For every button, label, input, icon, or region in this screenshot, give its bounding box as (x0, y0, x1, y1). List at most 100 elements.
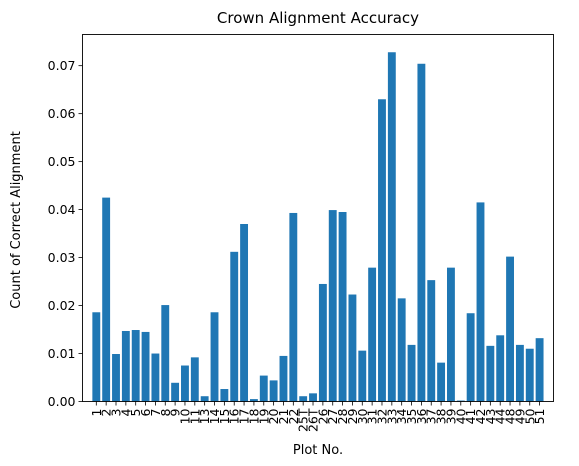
x-tick-label-29: 29 (345, 408, 360, 424)
bar-6 (141, 331, 150, 402)
x-tick-label-51: 51 (532, 409, 547, 425)
bar-48 (506, 256, 514, 402)
bar-20 (269, 380, 278, 402)
x-tick-label-19: 19 (256, 408, 271, 424)
bar-21 (279, 355, 288, 402)
y-axis-label: Count of Correct Alignment (9, 131, 24, 309)
x-tick-label-16: 16 (227, 408, 242, 424)
bar-3 (112, 354, 120, 402)
bar-2 (102, 197, 111, 402)
bar-34 (397, 298, 406, 402)
bar-7 (151, 353, 160, 402)
bar-31 (368, 267, 377, 402)
x-tick-label-26T: 26T (306, 408, 321, 432)
bar-4 (121, 330, 130, 402)
bar-33 (387, 52, 396, 402)
x-tick-label-25T: 25T (296, 408, 311, 432)
x-tick-label-17: 17 (237, 409, 252, 425)
x-tick-label-49: 49 (512, 408, 527, 424)
x-tick-label-6: 6 (138, 408, 153, 416)
plot-frame (82, 34, 554, 402)
x-tick-label-26: 26 (315, 408, 330, 424)
chart-title: Crown Alignment Accuracy (217, 9, 419, 27)
bar-37 (427, 280, 436, 402)
x-tick-label-21: 21 (276, 409, 291, 425)
x-tick-label-48: 48 (503, 408, 518, 424)
x-axis-label: Plot No. (293, 443, 343, 458)
bar-14 (210, 312, 219, 402)
bar-43 (486, 345, 495, 402)
x-tick-label-34: 34 (394, 408, 409, 424)
bar-9 (171, 382, 180, 402)
bar-30 (358, 350, 367, 402)
bar-49 (515, 344, 524, 402)
bar-25T (299, 396, 308, 402)
y-tick-label-0.05: 0.05 (48, 154, 76, 169)
bar-35 (407, 344, 416, 402)
bar-28 (338, 212, 347, 402)
x-tick-label-33: 33 (384, 409, 399, 425)
y-tick-label-0.01: 0.01 (48, 346, 76, 361)
bar-13 (200, 396, 209, 402)
bar-1 (92, 312, 101, 402)
x-tick-label-42: 42 (473, 409, 488, 425)
x-tick-label-39: 39 (443, 408, 458, 424)
bar-51 (535, 338, 544, 402)
x-tick-label-7: 7 (148, 409, 163, 417)
x-tick-label-4: 4 (118, 408, 133, 416)
bar-17 (240, 224, 249, 402)
bar-39 (447, 267, 455, 402)
bar-18 (249, 399, 258, 402)
x-tick-label-11: 11 (187, 409, 202, 425)
x-tick-label-37: 37 (424, 409, 439, 425)
x-tick-label-38: 38 (434, 408, 449, 424)
x-tick-label-27: 27 (325, 409, 340, 425)
x-tick-label-31: 31 (365, 409, 380, 425)
y-tick-label-0.00: 0.00 (48, 394, 76, 409)
bar-19 (259, 375, 268, 402)
y-tick-label-0.06: 0.06 (48, 106, 76, 121)
bar-26 (318, 283, 327, 402)
x-tick-label-40: 40 (453, 408, 468, 424)
bars-group (92, 52, 544, 402)
x-tick-label-14: 14 (207, 408, 222, 424)
x-tick-label-36: 36 (414, 408, 429, 424)
bar-50 (525, 348, 534, 402)
x-tick-label-2: 2 (99, 409, 114, 417)
y-tick-label-0.04: 0.04 (48, 202, 76, 217)
bar-29 (348, 294, 357, 402)
x-tick-label-30: 30 (355, 408, 370, 424)
bar-32 (378, 99, 386, 402)
bar-22 (289, 212, 298, 402)
x-tick-label-18: 18 (246, 408, 261, 424)
bar-41 (466, 313, 475, 402)
x-tick-label-15: 15 (217, 409, 232, 425)
x-tick-label-10: 10 (177, 408, 192, 424)
bar-40 (456, 400, 465, 402)
x-tick-label-8: 8 (158, 408, 173, 416)
bar-36 (417, 63, 426, 402)
bar-42 (476, 202, 485, 402)
bar-38 (437, 362, 446, 402)
y-axis-ticks: 0.00 0.01 0.02 0.03 0.04 0.05 0.06 0.07 (48, 58, 83, 409)
x-tick-label-32: 32 (374, 409, 389, 425)
x-axis-ticks: 12345678910111314151617181920212225T26T2… (89, 401, 547, 432)
x-tick-label-3: 3 (109, 409, 124, 417)
bar-11 (190, 357, 199, 402)
x-tick-label-35: 35 (404, 409, 419, 425)
x-tick-label-13: 13 (197, 409, 212, 425)
y-tick-label-0.03: 0.03 (48, 250, 76, 265)
y-tick-label-0.07: 0.07 (48, 58, 76, 73)
bar-8 (161, 305, 170, 402)
bar-15 (220, 389, 229, 402)
x-tick-label-50: 50 (522, 408, 537, 424)
x-tick-label-41: 41 (463, 409, 478, 425)
bar-5 (131, 330, 140, 402)
x-tick-label-28: 28 (335, 408, 350, 424)
bar-26T (309, 393, 317, 402)
x-tick-label-44: 44 (493, 408, 508, 424)
bar-44 (496, 335, 505, 402)
x-tick-label-20: 20 (266, 408, 281, 424)
